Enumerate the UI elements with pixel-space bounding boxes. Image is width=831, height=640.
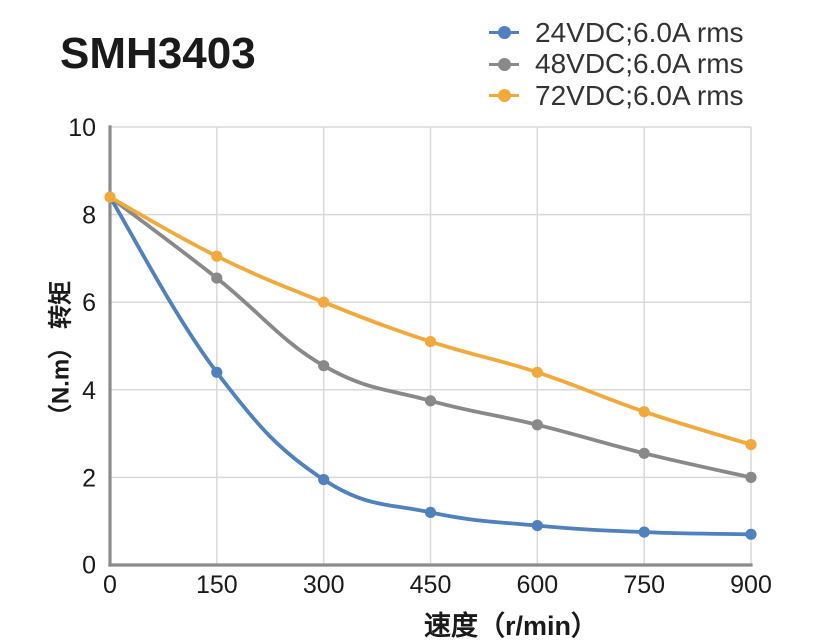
svg-text:300: 300 bbox=[303, 571, 345, 599]
svg-text:750: 750 bbox=[623, 571, 665, 599]
svg-text:450: 450 bbox=[410, 571, 452, 599]
svg-text:10: 10 bbox=[68, 114, 96, 142]
svg-text:150: 150 bbox=[196, 571, 238, 599]
svg-text:600: 600 bbox=[516, 571, 558, 599]
svg-text:900: 900 bbox=[730, 571, 772, 599]
svg-text:0: 0 bbox=[82, 552, 96, 580]
svg-text:6: 6 bbox=[82, 289, 96, 317]
svg-text:0: 0 bbox=[103, 571, 117, 599]
svg-text:4: 4 bbox=[82, 377, 96, 405]
svg-text:2: 2 bbox=[82, 464, 96, 492]
svg-text:8: 8 bbox=[82, 202, 96, 230]
